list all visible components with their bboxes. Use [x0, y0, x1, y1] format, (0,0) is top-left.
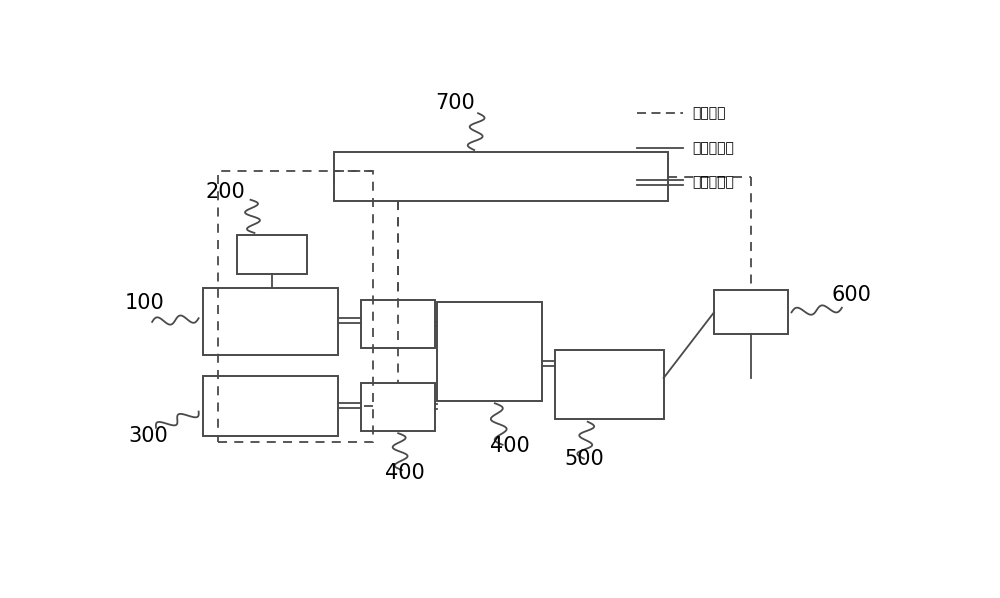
Text: 控制线路: 控制线路 — [692, 106, 726, 120]
Bar — [361, 300, 435, 348]
Bar — [334, 152, 668, 201]
Bar — [555, 350, 664, 419]
Text: 400: 400 — [385, 463, 424, 483]
Bar — [361, 383, 435, 431]
Text: 400: 400 — [490, 435, 530, 456]
Bar — [237, 235, 307, 274]
Bar — [202, 288, 338, 355]
Bar — [218, 171, 373, 443]
Text: 电信号线路: 电信号线路 — [692, 141, 734, 155]
Bar — [437, 302, 542, 401]
Text: 光信号线路: 光信号线路 — [692, 175, 734, 190]
Text: 100: 100 — [124, 293, 164, 313]
Text: 700: 700 — [435, 93, 475, 112]
Text: 500: 500 — [564, 450, 604, 469]
Text: 300: 300 — [128, 426, 168, 446]
Text: 200: 200 — [206, 182, 246, 202]
Bar — [714, 291, 788, 334]
Bar — [202, 376, 338, 435]
Text: 600: 600 — [831, 285, 871, 305]
